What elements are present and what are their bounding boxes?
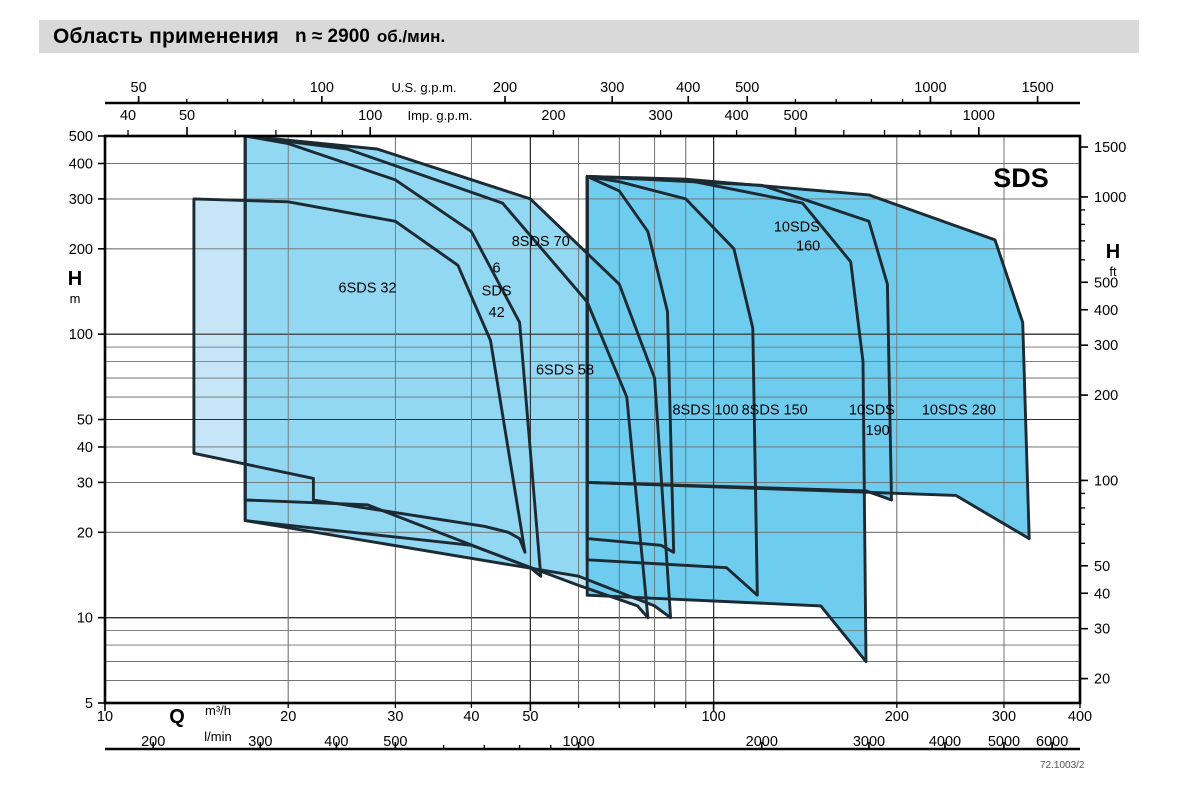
left-axis-label: 50	[77, 413, 93, 429]
page-title-bar: Область применения n ≈ 2900 об./мин.	[39, 20, 1139, 53]
top-primary-unit: U.S. g.p.m.	[391, 80, 456, 95]
chart-envelopes	[192, 136, 1031, 664]
bottom-secondary-unit: l/min	[204, 729, 231, 744]
right-axis-symbol: H	[1106, 241, 1120, 263]
top-primary-label: 500	[735, 80, 759, 96]
envelope-10sds-160	[585, 174, 868, 664]
top-primary-label: 1000	[914, 80, 946, 96]
envelope-8sds-150	[585, 174, 759, 597]
left-axis-unit: m	[70, 291, 81, 306]
left-axis-label: 20	[77, 525, 93, 541]
bottom-axis-label: 300	[992, 709, 1016, 725]
bottom-axis-label: 40	[463, 709, 479, 725]
right-axis-label: 500	[1094, 275, 1118, 291]
chart-region-labels: 6SDS 32 6 SDS 42 6SDS 58 8SDS 70 8SDS 100 8SDS …	[339, 163, 1049, 439]
left-axis-label: 500	[69, 129, 93, 145]
region-label: 8SDS 150	[742, 403, 808, 419]
envelope-6sds-42	[243, 136, 543, 578]
top-secondary-label: 400	[725, 108, 749, 124]
left-axis-label: 300	[69, 192, 93, 208]
series-family-label: SDS	[993, 163, 1049, 193]
top-secondary-label: 100	[358, 108, 382, 124]
bottom-axis-label: 10	[97, 709, 113, 725]
right-axis-label: 300	[1094, 338, 1118, 354]
envelope-6sds-32	[192, 197, 527, 554]
envelope-6sds-58	[243, 136, 650, 620]
right-axis-label: 40	[1094, 586, 1110, 602]
left-axis-label: 5	[85, 696, 93, 712]
right-axis-label: 200	[1094, 388, 1118, 404]
top-secondary-label: 500	[783, 108, 807, 124]
bottom-axis-label: 20	[280, 709, 296, 725]
region-label: 160	[796, 239, 820, 255]
top-secondary-unit: Imp. g.p.m.	[407, 108, 472, 123]
right-axis-label: 30	[1094, 622, 1110, 638]
left-axis-label: 30	[77, 475, 93, 491]
bottom-axis-symbol: Q	[169, 706, 185, 728]
top-primary-label: 200	[493, 80, 517, 96]
top-primary-label: 1500	[1021, 80, 1053, 96]
bottom-axis-label: 100	[701, 709, 725, 725]
bottom-axis-unit: m³/h	[205, 703, 231, 718]
region-label: 8SDS 100	[672, 403, 738, 419]
left-axis-label: 10	[77, 611, 93, 627]
right-axis-label: 1500	[1094, 140, 1126, 156]
region-label: 10SDS	[849, 403, 895, 419]
region-label: 6SDS 32	[339, 281, 397, 297]
drawing-code: 72.1003/2	[1040, 760, 1085, 771]
top-primary-label: 50	[131, 80, 147, 96]
speed-symbol: n ≈ 2900	[294, 25, 370, 47]
left-axis-label: 40	[77, 440, 93, 456]
right-axis-label: 400	[1094, 303, 1118, 319]
bottom-axis-label: 30	[387, 709, 403, 725]
chart-gridlines-overlay	[105, 136, 1080, 703]
left-axis-label: 200	[69, 242, 93, 258]
bottom-axis-label: 50	[522, 709, 538, 725]
chart-regions	[193, 136, 1030, 662]
top-primary-label: 100	[310, 80, 334, 96]
left-axis-symbol: H	[68, 268, 82, 290]
bottom-axis-label: 200	[885, 709, 909, 725]
region-label: 42	[489, 305, 505, 321]
speed-unit: об./мин.	[376, 26, 446, 46]
top-secondary-label: 50	[179, 108, 195, 124]
top-primary-label: 400	[676, 80, 700, 96]
region-label: 6	[493, 261, 501, 277]
left-axis-label: 400	[69, 156, 93, 172]
top-secondary-label: 40	[120, 108, 136, 124]
region-label: SDS	[482, 283, 512, 299]
right-axis-label: 100	[1094, 473, 1118, 489]
right-axis-label: 20	[1094, 672, 1110, 688]
top-secondary-label: 300	[648, 108, 672, 124]
right-axis-label: 1000	[1094, 190, 1126, 206]
top-secondary-label: 200	[541, 108, 565, 124]
right-axis-unit: ft	[1109, 264, 1117, 279]
left-axis-label: 100	[69, 327, 93, 343]
region-label: 10SDS	[774, 220, 820, 236]
top-secondary-label: 1000	[963, 108, 995, 124]
page-title: Область применения	[53, 24, 279, 48]
region-label: 8SDS 70	[512, 234, 570, 250]
envelope-10sds-280	[585, 174, 1031, 541]
region-10sds-280[interactable]	[587, 176, 1030, 539]
envelope-8sds-100	[585, 174, 676, 554]
top-primary-label: 300	[600, 80, 624, 96]
chart-axes: 50040030020010050403020105Hm150010005004…	[68, 80, 1126, 751]
right-axis-label: 50	[1094, 559, 1110, 575]
envelope-8sds-70	[243, 136, 673, 620]
bottom-axis-label: 400	[1068, 709, 1092, 725]
region-8sds-70[interactable]	[245, 136, 671, 618]
region-label: 6SDS 58	[536, 363, 594, 379]
region-label: 190	[866, 423, 890, 439]
region-label: 10SDS 280	[922, 403, 996, 419]
